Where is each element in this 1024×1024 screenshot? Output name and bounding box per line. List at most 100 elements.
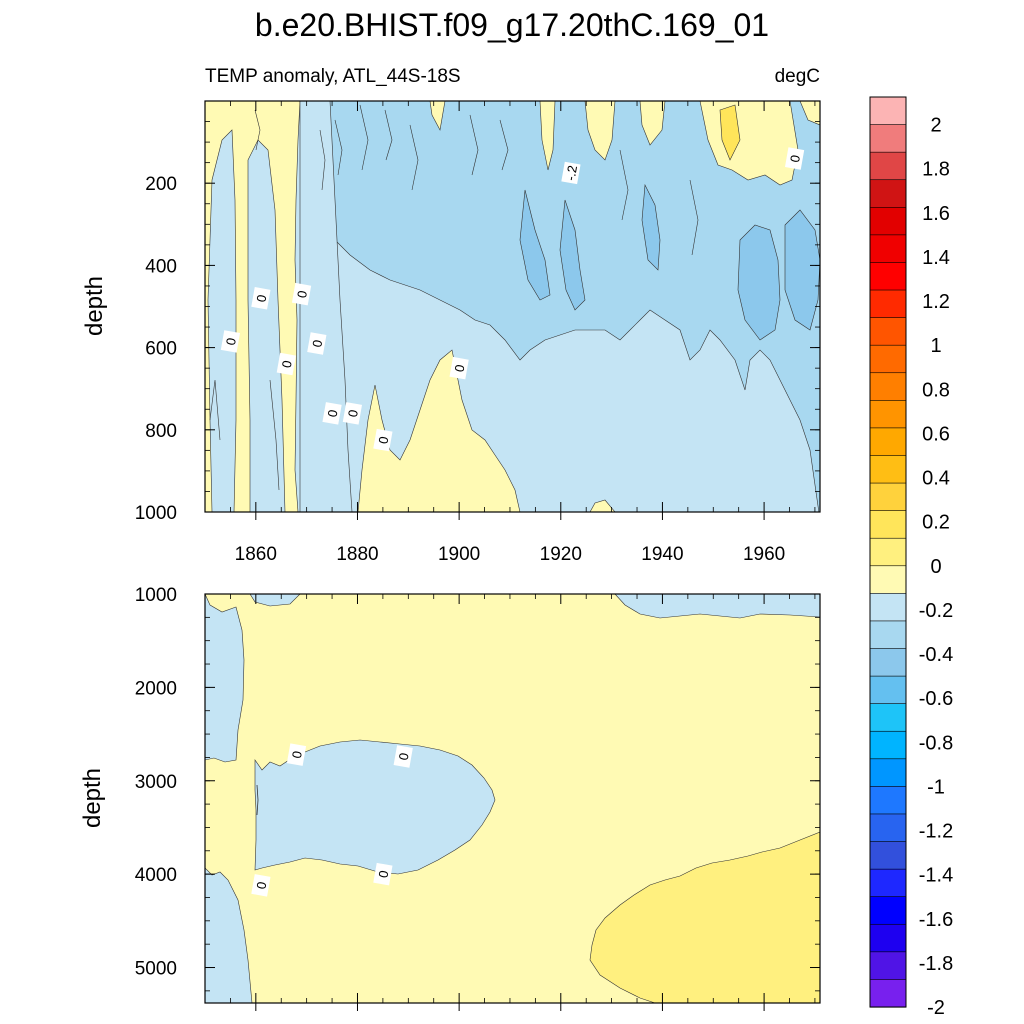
y-tick-label: 3000 (135, 772, 177, 793)
contour-label-bg (291, 282, 312, 306)
colorbar-swatch (869, 813, 907, 843)
y-tick-label: 5000 (135, 959, 177, 980)
upper-fill-pos-top-a (539, 101, 556, 171)
contour-label-text: 0 (294, 289, 310, 299)
contour-label: 0 (322, 402, 342, 425)
lower-fill-neg-left-deep (205, 867, 253, 1003)
colorbar-swatch (869, 868, 907, 898)
contour-label: 0 (449, 356, 469, 380)
contour-label-text: 0 (223, 337, 239, 347)
contour-label: 0 (251, 287, 271, 310)
colorbar-swatch (869, 179, 907, 208)
upper-fill-pos-deep-small (589, 499, 616, 512)
contour-label-bg (322, 402, 342, 425)
colorbar-label: -0.6 (919, 688, 953, 710)
colorbar-swatch (869, 675, 907, 705)
colorbar-swatch (869, 317, 907, 346)
colorbar-swatch (869, 400, 907, 429)
contour-label-text: 0 (375, 435, 391, 445)
contour-label: 0 (286, 743, 307, 766)
x-tick-label: 1920 (540, 544, 582, 565)
upper-fill-neg2 (299, 101, 820, 512)
colorbar-swatch (869, 648, 907, 677)
left-subtitle: TEMP anomaly, ATL_44S-18S (205, 66, 461, 87)
upper-fill-neg3-c (737, 224, 781, 341)
contour-label: 0 (307, 332, 327, 355)
x-tick-label: 1900 (438, 544, 480, 565)
upper-fill-pos-deep-mid (357, 349, 521, 512)
lower-y-axis-label: depth (79, 768, 106, 828)
lower-fill-neg-top (205, 594, 820, 619)
contour-label-bg (373, 428, 393, 452)
upper-fill-neg3-d (784, 209, 820, 331)
y-tick-label: 600 (145, 339, 177, 360)
colorbar-swatch (869, 207, 907, 236)
upper-contour-lines (209, 104, 699, 491)
colorbar-swatch (869, 151, 907, 181)
contour-label: 0 (220, 330, 241, 353)
colorbar-label: 0.8 (922, 379, 950, 401)
lower-fill-pos2 (589, 831, 820, 1003)
colorbar-swatch (869, 372, 907, 401)
colorbar-swatch (869, 427, 907, 457)
y-tick-label: 200 (145, 174, 177, 195)
colorbar-label: 1.4 (922, 247, 950, 269)
y-tick-label: 1000 (135, 503, 177, 524)
contour-label: 0 (373, 862, 393, 886)
lower-fill-neg-left (205, 594, 245, 763)
contour-label-bg (342, 402, 363, 425)
colorbar-swatch (869, 896, 907, 925)
y-tick-label: 1000 (135, 585, 177, 606)
colorbar-label: 1.6 (922, 203, 950, 225)
colorbar-swatch (869, 593, 907, 622)
colorbar-label: -1.4 (919, 865, 953, 887)
colorbar-frame (869, 96, 907, 1008)
contour-label-bg (561, 161, 581, 185)
upper-fill-pos-top-b (584, 101, 616, 161)
lower-fill-neg-tongue (254, 739, 496, 875)
colorbar-label: 1.2 (922, 291, 950, 313)
contour-label: 0 (251, 874, 271, 897)
colorbar-label: -1.2 (919, 821, 953, 843)
contour-label-text: 0 (396, 752, 412, 762)
upper-fill-pos-top-c (639, 101, 666, 146)
upper-panel: 1860 1880 1900 1920 1940 1960 200 400 600 800 1000… (81, 100, 821, 565)
colorbar-swatch (869, 841, 907, 870)
lower-contour-labels: 0 0 0 0 (251, 743, 413, 897)
colorbar-label: -1 (927, 776, 945, 798)
upper-y-axis-label: depth (81, 276, 108, 336)
colorbar-swatch (869, 620, 907, 650)
contour-label-text: 0 (345, 409, 361, 419)
x-tick-label: 1880 (336, 544, 378, 565)
upper-fill-pos-top-mid (429, 101, 446, 131)
upper-contour-fill (205, 101, 820, 512)
contour-label-text: 0 (325, 409, 341, 419)
upper-fill-neg-strip-1 (207, 129, 237, 512)
lower-panel: 1000 2000 3000 4000 5000 0 0 0 0 depth (79, 585, 821, 1011)
units-subtitle: degC (775, 66, 820, 87)
colorbar-swatch (869, 951, 907, 981)
contour-label: 0 (291, 282, 312, 306)
contour-label-text: 0 (309, 339, 325, 349)
colorbar-swatch (869, 96, 907, 126)
contour-label: 0 (342, 402, 363, 425)
y-tick-label: 4000 (135, 865, 177, 886)
contour-label: 0 (784, 147, 805, 170)
colorbar-label: 0 (930, 556, 941, 578)
colorbar-swatch (869, 703, 907, 732)
contour-label-text: 0 (375, 869, 391, 879)
colorbar-label: 1.8 (922, 159, 950, 181)
contour-label-bg (286, 743, 307, 766)
contour-label-bg (373, 862, 393, 886)
colorbar-label: 0.6 (922, 423, 950, 445)
upper-fill-neg3-a (519, 189, 551, 301)
colorbar-label: -1.8 (919, 953, 953, 975)
colorbar-swatch (869, 979, 907, 1008)
colorbar-label: -0.2 (919, 600, 953, 622)
x-tick-label: 1860 (235, 544, 277, 565)
upper-fill-pos-top-e (799, 101, 820, 126)
contour-label-bg (307, 332, 327, 355)
colorbar-swatch (869, 537, 907, 567)
y-tick-label: 400 (145, 256, 177, 277)
